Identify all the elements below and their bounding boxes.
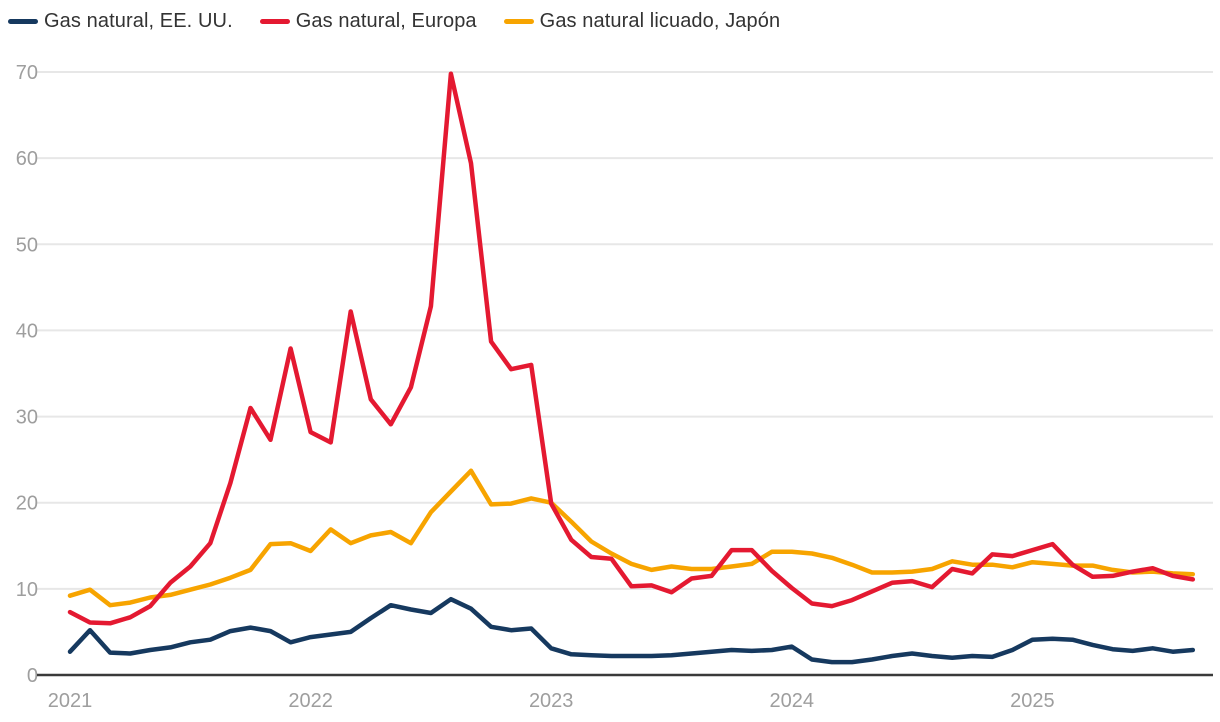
legend-item-us: Gas natural, EE. UU.: [8, 10, 233, 33]
line-japan: [67, 468, 1196, 608]
legend-swatch-japan-icon: [503, 19, 534, 24]
x-tick-label-2025: 2025: [1010, 690, 1055, 712]
y-axis-labels: 0 10 20 30 40 50 60 70: [16, 62, 38, 687]
line-europe: [67, 71, 1196, 626]
legend-label-japan: Gas natural licuado, Japón: [539, 10, 781, 32]
line-us: [67, 596, 1196, 665]
legend-item-europe: Gas natural, Europa: [259, 10, 477, 33]
y-tick-label-0: 0: [27, 665, 38, 687]
y-tick-label-10: 10: [16, 579, 38, 601]
legend-item-japan: Gas natural licuado, Japón: [503, 10, 781, 33]
legend-label-europe: Gas natural, Europa: [295, 10, 477, 32]
x-tick-label-2021: 2021: [48, 690, 93, 712]
legend-label-us: Gas natural, EE. UU.: [44, 10, 233, 32]
gridlines: [37, 71, 1213, 590]
y-tick-label-30: 30: [16, 407, 38, 429]
y-tick-label-40: 40: [16, 320, 38, 342]
y-tick-label-70: 70: [16, 62, 38, 84]
x-tick-label-2023: 2023: [529, 690, 574, 712]
legend-swatch-europe-icon: [259, 19, 290, 24]
y-tick-label-20: 20: [16, 493, 38, 515]
y-tick-label-60: 60: [16, 148, 38, 170]
y-tick-label-50: 50: [16, 234, 38, 256]
legend: Gas natural, EE. UU. Gas natural, Europa…: [8, 10, 780, 33]
legend-swatch-us-icon: [8, 19, 38, 24]
x-tick-label-2024: 2024: [770, 690, 815, 712]
x-tick-label-2022: 2022: [288, 690, 333, 712]
x-axis-labels: 2021 2022 2023 2024 2025: [48, 690, 1055, 712]
series-lines: [67, 71, 1196, 665]
